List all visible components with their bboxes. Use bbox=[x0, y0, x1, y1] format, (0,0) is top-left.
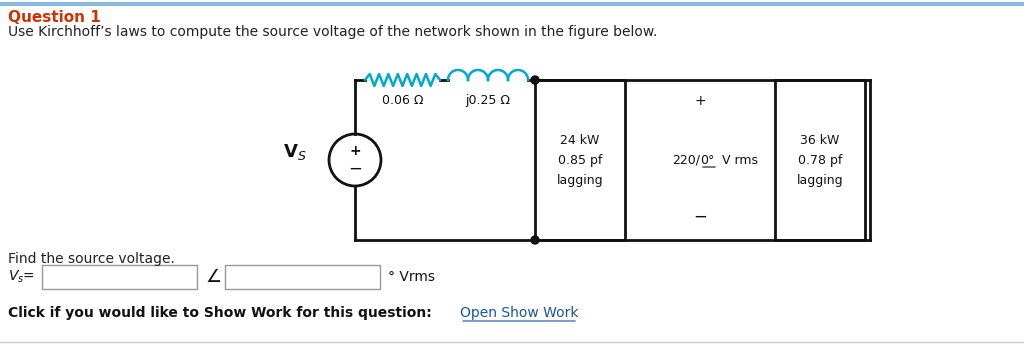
Text: Question 1: Question 1 bbox=[8, 10, 100, 25]
Text: +: + bbox=[349, 144, 360, 158]
Text: V rms: V rms bbox=[718, 154, 758, 167]
Text: 220/: 220/ bbox=[672, 154, 700, 167]
Bar bbox=[225, 265, 380, 289]
Text: Use Kirchhoff’s laws to compute the source voltage of the network shown in the f: Use Kirchhoff’s laws to compute the sour… bbox=[8, 25, 657, 39]
Text: ° Vrms: ° Vrms bbox=[388, 270, 435, 284]
Text: Open Show Work: Open Show Work bbox=[460, 306, 579, 320]
Bar bbox=[42, 265, 197, 289]
Bar bbox=[535, 80, 625, 240]
Text: 36 kW: 36 kW bbox=[801, 134, 840, 147]
Text: 0.06 Ω: 0.06 Ω bbox=[382, 94, 423, 107]
Circle shape bbox=[531, 236, 539, 244]
Text: −: − bbox=[693, 208, 707, 226]
Text: $\mathbf{V}_S$: $\mathbf{V}_S$ bbox=[284, 142, 307, 162]
Text: +: + bbox=[694, 94, 706, 108]
Text: Click if you would like to Show Work for this question:: Click if you would like to Show Work for… bbox=[8, 306, 432, 320]
Text: $V_s$=: $V_s$= bbox=[8, 269, 35, 285]
Text: lagging: lagging bbox=[557, 174, 603, 187]
Text: lagging: lagging bbox=[797, 174, 844, 187]
Text: 24 kW: 24 kW bbox=[560, 134, 600, 147]
Text: 0.85 pf: 0.85 pf bbox=[558, 154, 602, 167]
Circle shape bbox=[531, 76, 539, 84]
Text: Find the source voltage.: Find the source voltage. bbox=[8, 252, 175, 266]
Bar bbox=[775, 80, 865, 240]
Text: 0°: 0° bbox=[700, 154, 715, 167]
Text: 0.78 pf: 0.78 pf bbox=[798, 154, 842, 167]
Text: j0.25 Ω: j0.25 Ω bbox=[466, 94, 511, 107]
Text: ∠: ∠ bbox=[205, 268, 221, 286]
Text: −: − bbox=[348, 160, 361, 178]
